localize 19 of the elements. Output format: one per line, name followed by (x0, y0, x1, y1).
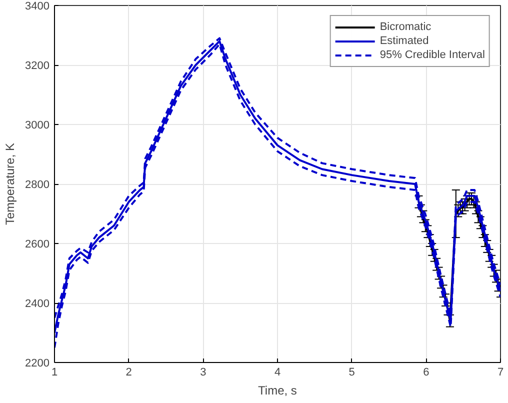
legend-label: 95% Credible Interval (380, 48, 485, 62)
x-tick-label: 4 (274, 366, 281, 378)
y-tick-label: 2200 (25, 358, 50, 370)
x-tick-label: 6 (423, 366, 430, 378)
x-tick-label: 3 (200, 366, 206, 378)
x-tick-label: 1 (51, 366, 58, 378)
y-tick-label: 2400 (25, 298, 50, 310)
legend-label: Bicromatic (380, 20, 432, 34)
x-tick-label: 2 (126, 366, 132, 378)
x-axis-title: Time, s (258, 384, 297, 398)
y-tick-label: 3200 (25, 60, 50, 72)
y-tick-label: 3400 (25, 0, 50, 12)
x-tick-label: 7 (497, 366, 504, 378)
y-tick-label: 2600 (25, 238, 50, 250)
y-axis-title: Temperature, K (3, 142, 18, 226)
y-tick-label: 3000 (25, 120, 50, 132)
y-tick-label: 2800 (25, 179, 50, 191)
legend-label: Estimated (380, 34, 429, 48)
x-tick-label: 5 (348, 366, 355, 378)
